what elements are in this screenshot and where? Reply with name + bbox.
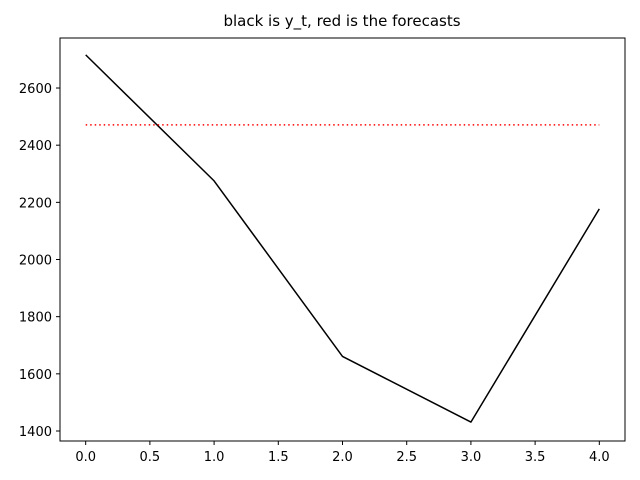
x-tick-label: 0.5 — [140, 450, 161, 465]
x-axis: 0.0 0.5 1.0 1.5 2.0 2.5 3.0 3.5 4.0 — [75, 441, 610, 465]
y-tick-label: 2000 — [19, 254, 52, 269]
y-tick-label: 2200 — [19, 196, 52, 211]
y-axis: 1400 1600 1800 2000 2200 2400 2600 — [19, 82, 60, 440]
y-tick-label: 1400 — [19, 425, 52, 440]
y-tick-label: 2400 — [19, 139, 52, 154]
plot-area — [85, 54, 600, 423]
y-tick-label: 2600 — [19, 82, 52, 97]
x-tick-label: 2.0 — [332, 450, 353, 465]
x-tick-label: 3.5 — [525, 450, 546, 465]
x-tick-label: 2.5 — [396, 450, 417, 465]
x-tick-label: 0.0 — [75, 450, 96, 465]
x-tick-label: 4.0 — [589, 450, 610, 465]
plot-frame — [59, 37, 626, 442]
x-tick-label: 1.0 — [204, 450, 225, 465]
x-tick-label: 3.0 — [461, 450, 482, 465]
y-tick-label: 1600 — [19, 368, 52, 383]
x-tick-label: 1.5 — [268, 450, 289, 465]
chart-title: black is y_t, red is the forecasts — [223, 12, 460, 31]
y-tick-label: 1800 — [19, 311, 52, 326]
observed-line — [85, 54, 600, 423]
